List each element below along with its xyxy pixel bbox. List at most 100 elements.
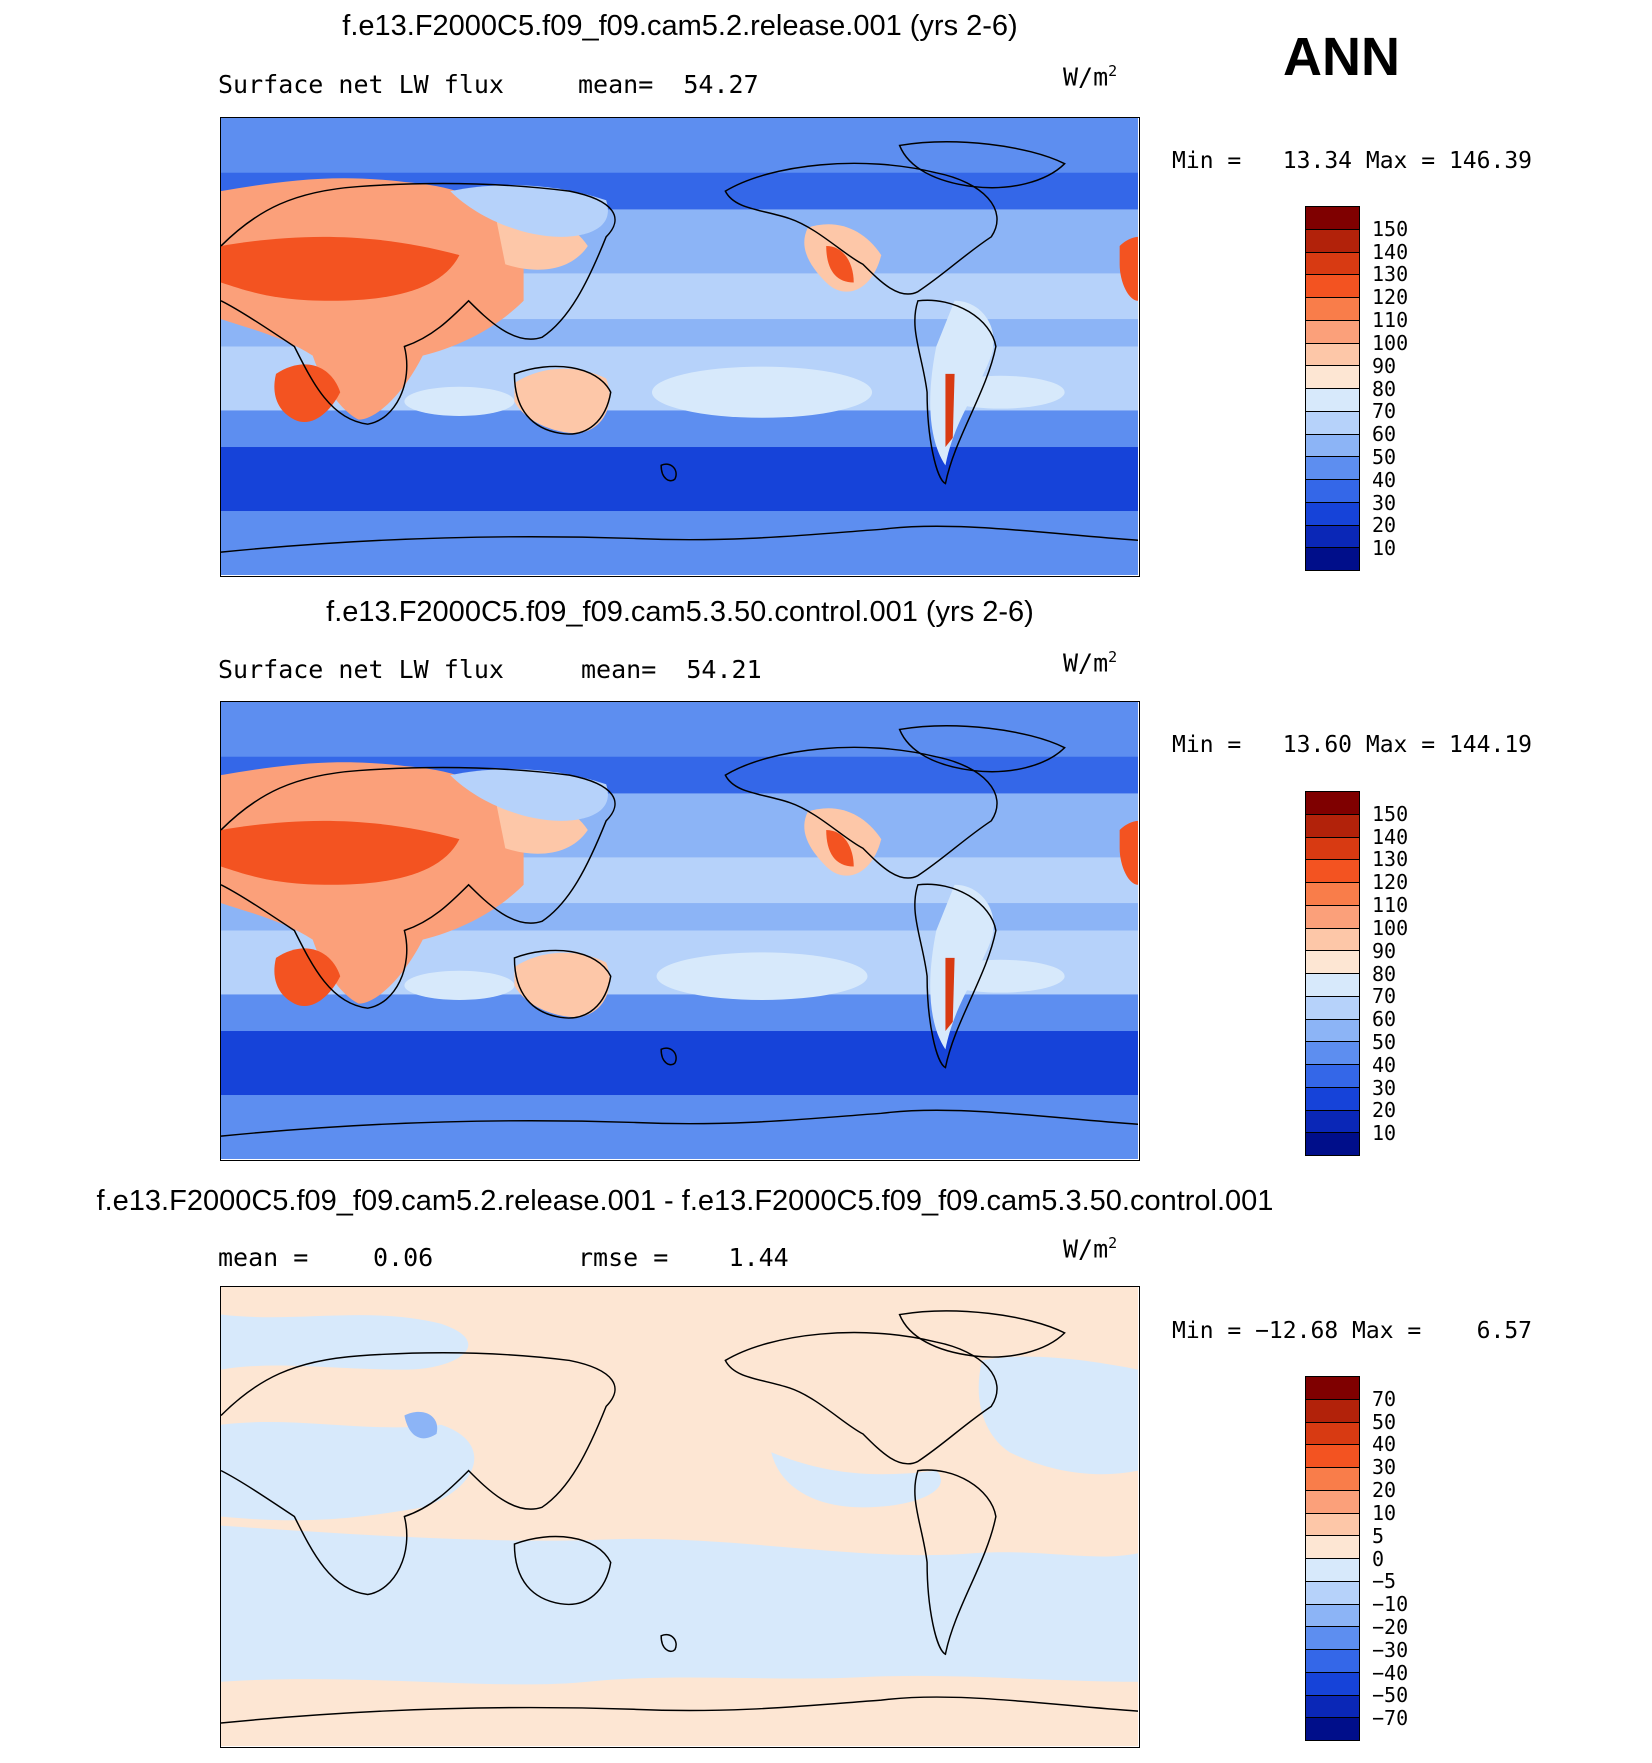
panel-2-title: f.e13.F2000C5.f09_f09.cam5.3.50.control.… bbox=[326, 596, 1034, 628]
colorbar-tick-label: 40 bbox=[1372, 467, 1397, 492]
colorbar-tick-label: 140 bbox=[1372, 239, 1409, 264]
colorbar-tick-label: 90 bbox=[1372, 353, 1397, 378]
colorbar-swatch bbox=[1306, 883, 1359, 906]
colorbar-swatch bbox=[1306, 1468, 1359, 1491]
colorbar-tick-label: −40 bbox=[1372, 1660, 1409, 1685]
colorbar-tick-label: 130 bbox=[1372, 847, 1409, 872]
colorbar-swatch bbox=[1306, 837, 1359, 861]
colorbar-swatch bbox=[1306, 905, 1359, 929]
panel-3-rmse: rmse = 1.44 bbox=[578, 1243, 789, 1272]
colorbar-tick-label: −70 bbox=[1372, 1706, 1409, 1731]
colorbar-swatch bbox=[1306, 1490, 1359, 1514]
colorbar-swatch bbox=[1306, 389, 1359, 412]
panel-2-minmax: Min = 13.60 Max = 144.19 bbox=[1172, 732, 1533, 758]
colorbar-swatch bbox=[1306, 1377, 1359, 1400]
panel-3-minmax: Min = −12.68 Max = 6.57 bbox=[1172, 1318, 1533, 1344]
colorbar-swatch bbox=[1306, 1695, 1359, 1719]
panel-3-colorbar bbox=[1305, 1376, 1360, 1741]
colorbar-swatch bbox=[1306, 548, 1359, 570]
colorbar-tick-label: 10 bbox=[1372, 1500, 1397, 1525]
colorbar-tick-label: 10 bbox=[1372, 1121, 1397, 1146]
colorbar-tick-label: 130 bbox=[1372, 262, 1409, 287]
colorbar-swatch bbox=[1306, 792, 1359, 815]
colorbar-swatch bbox=[1306, 1650, 1359, 1673]
colorbar-tick-label: −20 bbox=[1372, 1614, 1409, 1639]
colorbar-tick-label: 100 bbox=[1372, 330, 1409, 355]
panel-3-colorbar-labels: 70 50 40 30 20 10 5 0 −5 −10 −20 −30 −40… bbox=[1372, 1376, 1472, 1741]
colorbar-tick-label: 30 bbox=[1372, 490, 1397, 515]
colorbar-swatch bbox=[1306, 434, 1359, 458]
colorbar-tick-label: −50 bbox=[1372, 1683, 1409, 1708]
panel-2-units: W/m2 bbox=[1063, 648, 1118, 678]
season-label: ANN bbox=[1283, 27, 1400, 87]
colorbar-tick-label: 20 bbox=[1372, 1478, 1397, 1503]
colorbar-tick-label: 60 bbox=[1372, 1007, 1397, 1032]
colorbar-tick-label: −30 bbox=[1372, 1637, 1409, 1662]
colorbar-tick-label: 150 bbox=[1372, 801, 1409, 826]
panel-3-map bbox=[220, 1286, 1140, 1748]
colorbar-tick-label: 20 bbox=[1372, 513, 1397, 538]
colorbar-tick-label: 5 bbox=[1372, 1523, 1385, 1548]
panel-2-colorbar bbox=[1305, 791, 1360, 1156]
colorbar-tick-label: 40 bbox=[1372, 1432, 1397, 1457]
panel-3-units: W/m2 bbox=[1063, 1234, 1118, 1264]
colorbar-swatch bbox=[1306, 1399, 1359, 1423]
panel-1-variable: Surface net LW flux bbox=[218, 70, 504, 99]
colorbar-tick-label: 120 bbox=[1372, 285, 1409, 310]
colorbar-swatch bbox=[1306, 229, 1359, 253]
panel-1-colorbar bbox=[1305, 206, 1360, 571]
colorbar-swatch bbox=[1306, 1581, 1359, 1605]
colorbar-tick-label: 150 bbox=[1372, 216, 1409, 241]
colorbar-swatch bbox=[1306, 1718, 1359, 1740]
colorbar-tick-label: 40 bbox=[1372, 1052, 1397, 1077]
colorbar-tick-label: −10 bbox=[1372, 1592, 1409, 1617]
colorbar-swatch bbox=[1306, 1422, 1359, 1446]
colorbar-swatch bbox=[1306, 996, 1359, 1020]
colorbar-swatch bbox=[1306, 1445, 1359, 1468]
colorbar-tick-label: 90 bbox=[1372, 938, 1397, 963]
colorbar-tick-label: 0 bbox=[1372, 1546, 1385, 1571]
panel-1-minmax: Min = 13.34 Max = 146.39 bbox=[1172, 148, 1533, 174]
colorbar-tick-label: 70 bbox=[1372, 399, 1397, 424]
colorbar-tick-label: 30 bbox=[1372, 1455, 1397, 1480]
colorbar-swatch bbox=[1306, 411, 1359, 435]
colorbar-swatch bbox=[1306, 1042, 1359, 1065]
colorbar-swatch bbox=[1306, 1536, 1359, 1559]
colorbar-tick-label: 10 bbox=[1372, 536, 1397, 561]
colorbar-tick-label: 70 bbox=[1372, 1386, 1397, 1411]
colorbar-tick-label: −5 bbox=[1372, 1569, 1397, 1594]
colorbar-swatch bbox=[1306, 275, 1359, 298]
panel-1-units: W/m2 bbox=[1063, 62, 1118, 92]
colorbar-swatch bbox=[1306, 1627, 1359, 1650]
colorbar-swatch bbox=[1306, 1065, 1359, 1088]
colorbar-swatch bbox=[1306, 525, 1359, 549]
colorbar-tick-label: 80 bbox=[1372, 376, 1397, 401]
colorbar-swatch bbox=[1306, 502, 1359, 526]
colorbar-tick-label: 50 bbox=[1372, 1029, 1397, 1054]
colorbar-swatch bbox=[1306, 207, 1359, 230]
colorbar-tick-label: 110 bbox=[1372, 308, 1409, 333]
colorbar-tick-label: 110 bbox=[1372, 893, 1409, 918]
colorbar-swatch bbox=[1306, 1110, 1359, 1134]
colorbar-swatch bbox=[1306, 1604, 1359, 1628]
panel-3-mean-value: 0.06 bbox=[373, 1243, 434, 1272]
panel-2-mean: mean= 54.21 bbox=[581, 655, 762, 684]
panel-3-mean-label: mean = bbox=[218, 1243, 309, 1272]
colorbar-tick-label: 100 bbox=[1372, 915, 1409, 940]
colorbar-swatch bbox=[1306, 480, 1359, 503]
colorbar-tick-label: 140 bbox=[1372, 824, 1409, 849]
colorbar-swatch bbox=[1306, 320, 1359, 344]
panel-2-map bbox=[220, 701, 1140, 1161]
colorbar-swatch bbox=[1306, 1133, 1359, 1155]
colorbar-swatch bbox=[1306, 1513, 1359, 1537]
colorbar-tick-label: 50 bbox=[1372, 1409, 1397, 1434]
colorbar-swatch bbox=[1306, 814, 1359, 838]
colorbar-swatch bbox=[1306, 1559, 1359, 1582]
colorbar-swatch bbox=[1306, 343, 1359, 367]
colorbar-tick-label: 120 bbox=[1372, 870, 1409, 895]
colorbar-tick-label: 60 bbox=[1372, 422, 1397, 447]
colorbar-swatch bbox=[1306, 974, 1359, 997]
colorbar-swatch bbox=[1306, 1672, 1359, 1696]
colorbar-swatch bbox=[1306, 951, 1359, 974]
panel-1-mean: mean= 54.27 bbox=[578, 70, 759, 99]
